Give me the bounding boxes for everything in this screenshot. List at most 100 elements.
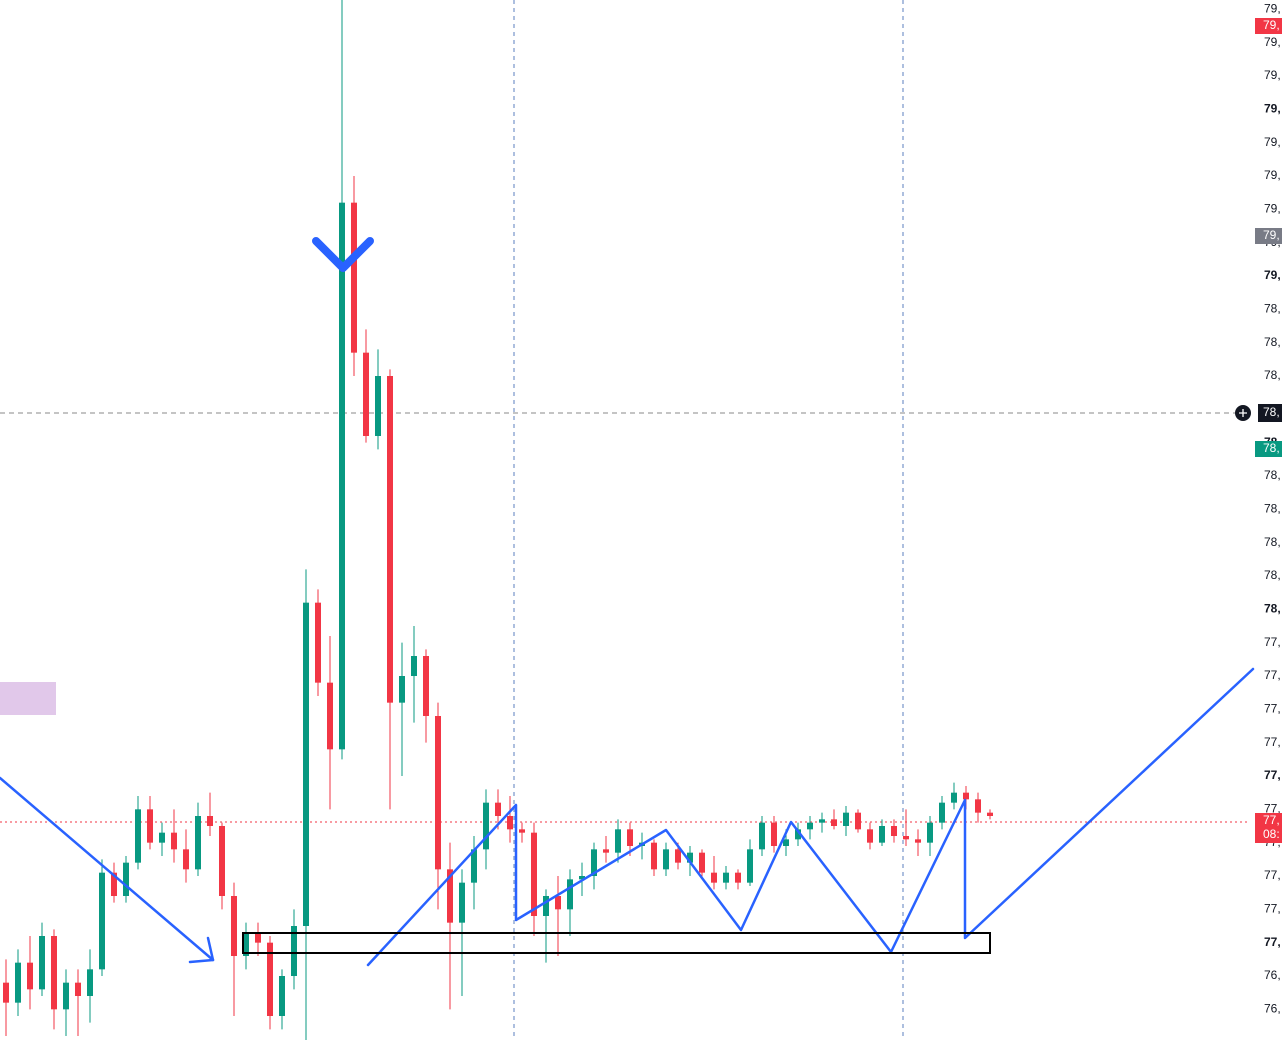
badge-text: 78, — [1263, 405, 1280, 419]
candle-body — [543, 896, 549, 916]
candle-body — [159, 832, 165, 843]
candle-body — [471, 849, 477, 883]
candle-body — [267, 942, 273, 1016]
candle-body — [183, 849, 189, 870]
candle-body — [435, 716, 441, 870]
candle-body — [483, 802, 489, 850]
badge — [1255, 441, 1282, 457]
candle-body — [603, 849, 609, 853]
candle-body — [75, 982, 81, 996]
y-tick-label: 77, — [1264, 735, 1281, 749]
candle-body — [507, 816, 513, 830]
candle-body — [171, 832, 177, 850]
candle-body — [963, 792, 969, 800]
y-tick-label: 76, — [1264, 968, 1281, 982]
candle-body — [975, 799, 981, 813]
candle-body — [927, 822, 933, 843]
candle-body — [903, 836, 909, 840]
candle-body — [39, 936, 45, 990]
candle-body — [987, 812, 993, 816]
y-tick-label: 78, — [1264, 368, 1281, 382]
y-tick-label: 77, — [1264, 635, 1281, 649]
candle-body — [219, 826, 225, 896]
candle-body — [231, 896, 237, 956]
candle-body — [423, 656, 429, 716]
candle-body — [795, 829, 801, 840]
drawings — [0, 237, 1255, 967]
y-tick-label: 79, — [1264, 268, 1281, 282]
candle-body — [567, 879, 573, 910]
candle-body — [867, 829, 873, 843]
y-tick-label: 79, — [1264, 202, 1281, 216]
candle-body — [699, 852, 705, 873]
candle-body — [303, 602, 309, 926]
badge — [1255, 228, 1282, 244]
candle-body — [651, 842, 657, 870]
badge-text: 78, — [1263, 441, 1280, 455]
trend-arrow — [0, 776, 215, 962]
candle-body — [759, 822, 765, 850]
candle-body — [363, 352, 369, 436]
badge-text: 79, — [1263, 228, 1280, 242]
candle-body — [315, 602, 321, 683]
check-marker — [312, 237, 374, 272]
candle-body — [135, 809, 141, 863]
candle-body — [855, 812, 861, 830]
y-tick-label: 77, — [1264, 668, 1281, 682]
badge — [1258, 404, 1282, 422]
badge-text: 77, — [1263, 813, 1280, 827]
candle-body — [771, 822, 777, 846]
y-tick-label: 78, — [1264, 568, 1281, 582]
candle-body — [447, 869, 453, 923]
candle-body — [339, 202, 345, 750]
y-tick-label: 79, — [1264, 68, 1281, 82]
candle-body — [951, 792, 957, 803]
price-badges: 79, 79, 78, 78, 77, 08: — [1235, 18, 1282, 843]
y-tick-label: 76, — [1264, 1002, 1281, 1016]
candle-body — [915, 839, 921, 843]
candle-body — [831, 819, 837, 826]
candle-body — [519, 829, 525, 833]
candle-body — [3, 982, 9, 1003]
candle-body — [99, 872, 105, 970]
candle-body — [627, 829, 633, 846]
candle-body — [27, 962, 33, 990]
y-tick-label: 79, — [1264, 35, 1281, 49]
candle-body — [843, 812, 849, 826]
candle-body — [63, 982, 69, 1010]
y-tick-label: 79, — [1264, 2, 1281, 16]
candle-body — [531, 832, 537, 916]
candle-body — [555, 896, 561, 910]
crosshair-plus — [1239, 409, 1247, 417]
price-axis: 79, 79, 79, 79, 79, 79, 79, 79, 79, 78, 78, 78, 78, 7… — [1264, 2, 1281, 1016]
candle-body — [195, 816, 201, 870]
y-tick-label: 79, — [1264, 135, 1281, 149]
y-tick-label: 77, — [1264, 702, 1281, 716]
candle-body — [291, 926, 297, 976]
candle-body — [819, 819, 825, 823]
candle-body — [207, 816, 213, 826]
candle-body — [327, 682, 333, 750]
candle-body — [807, 822, 813, 830]
candle-body — [387, 376, 393, 703]
badge-text: 79, — [1263, 18, 1280, 32]
candle-body — [147, 809, 153, 843]
arrow-head — [188, 936, 215, 964]
y-tick-label: 77, — [1264, 935, 1281, 949]
candle-body — [279, 976, 285, 1016]
candle-body — [891, 826, 897, 836]
y-tick-label: 78, — [1264, 502, 1281, 516]
candle-body — [111, 872, 117, 896]
y-tick-label: 79, — [1264, 168, 1281, 182]
candle-body — [15, 962, 21, 1003]
candle-body — [711, 872, 717, 883]
candle-body — [87, 969, 93, 996]
candle-body — [663, 849, 669, 870]
candle-body — [687, 852, 693, 863]
candle-body — [675, 849, 681, 863]
y-tick-label: 78, — [1264, 302, 1281, 316]
y-tick-label: 78, — [1264, 535, 1281, 549]
candle-body — [399, 676, 405, 703]
